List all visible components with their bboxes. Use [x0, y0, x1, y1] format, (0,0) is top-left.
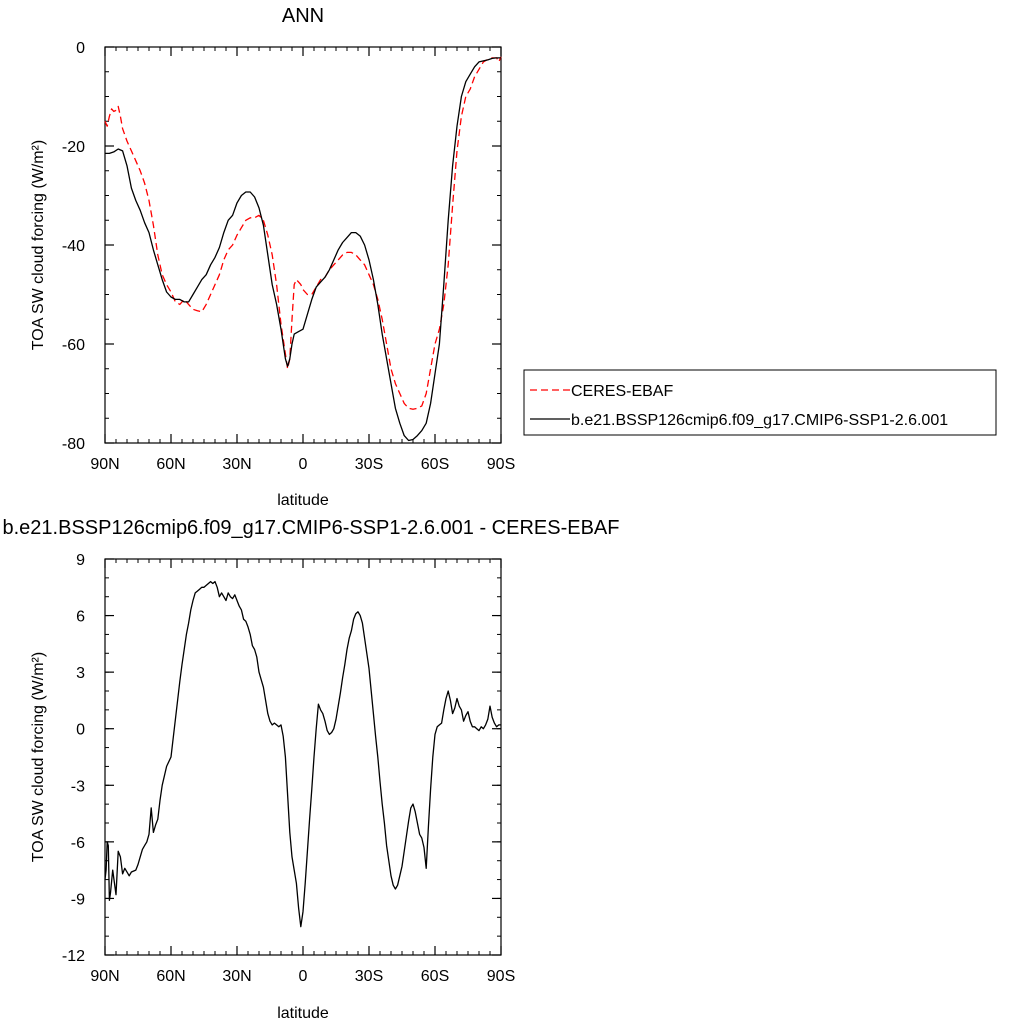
series-lines — [104, 56, 502, 442]
y-tick-label: -9 — [71, 891, 85, 908]
y-tick-labels: 0 -20 -40 -60 -80 — [62, 40, 85, 453]
y-tick-label: -80 — [62, 436, 85, 453]
x-tick-label: 90S — [487, 456, 515, 473]
x-axis-label: latitude — [277, 1005, 329, 1022]
y-axis-label: TOA SW cloud forcing (W/m²) — [30, 652, 47, 862]
plot-frame — [104, 46, 502, 444]
legend-label-model: b.e21.BSSP126cmip6.f09_g17.CMIP6-SSP1-2.… — [571, 412, 948, 429]
legend-label-ceres: CERES-EBAF — [571, 383, 673, 400]
chart-title: ANN — [282, 5, 324, 27]
y-tick-label: 0 — [76, 40, 85, 57]
x-tick-label: 60N — [156, 968, 185, 985]
x-tick-labels: 90N 60N 30N 0 30S 60S 90S — [90, 968, 515, 985]
y-tick-label: 0 — [76, 722, 85, 739]
x-tick-label: 90S — [487, 968, 515, 985]
y-tick-label: -60 — [62, 337, 85, 354]
series-line-0 — [104, 56, 502, 410]
panel-top: ANN 90N 60N 30N 0 30S 60S 90S 0 -20 -40 -60 -80 la… — [30, 5, 997, 509]
tick-marks — [104, 558, 502, 956]
x-axis-label: latitude — [277, 492, 329, 509]
y-tick-label: 6 — [76, 609, 85, 626]
x-tick-label: 30S — [355, 968, 383, 985]
panel-bottom: b.e21.BSSP126cmip6.f09_g17.CMIP6-SSP1-2.… — [3, 517, 620, 1022]
x-tick-label: 30N — [222, 456, 251, 473]
chart-title: b.e21.BSSP126cmip6.f09_g17.CMIP6-SSP1-2.… — [3, 517, 620, 539]
y-tick-labels: 9 6 3 0 -3 -6 -9 -12 — [62, 552, 85, 965]
y-tick-label: -3 — [71, 778, 85, 795]
y-tick-label: 9 — [76, 552, 85, 569]
legend: CERES-EBAF b.e21.BSSP126cmip6.f09_g17.CM… — [523, 369, 997, 436]
x-tick-label: 90N — [90, 456, 119, 473]
y-tick-label: -20 — [62, 139, 85, 156]
x-tick-label: 30S — [355, 456, 383, 473]
y-tick-label: -40 — [62, 238, 85, 255]
plot-frame — [104, 558, 502, 956]
x-tick-labels: 90N 60N 30N 0 30S 60S 90S — [90, 456, 515, 473]
x-tick-label: 0 — [299, 968, 308, 985]
y-tick-label: 3 — [76, 665, 85, 682]
tick-marks — [104, 46, 502, 444]
x-tick-label: 60N — [156, 456, 185, 473]
y-tick-label: -12 — [62, 948, 85, 965]
y-axis-label: TOA SW cloud forcing (W/m²) — [30, 140, 47, 350]
series-lines — [104, 580, 501, 928]
x-tick-label: 0 — [299, 456, 308, 473]
series-line-0 — [104, 580, 501, 928]
x-tick-label: 90N — [90, 968, 119, 985]
series-line-1 — [105, 57, 501, 442]
x-tick-label: 60S — [421, 456, 449, 473]
x-tick-label: 60S — [421, 968, 449, 985]
x-tick-label: 30N — [222, 968, 251, 985]
y-tick-label: -6 — [71, 835, 85, 852]
legend-box — [523, 369, 997, 436]
